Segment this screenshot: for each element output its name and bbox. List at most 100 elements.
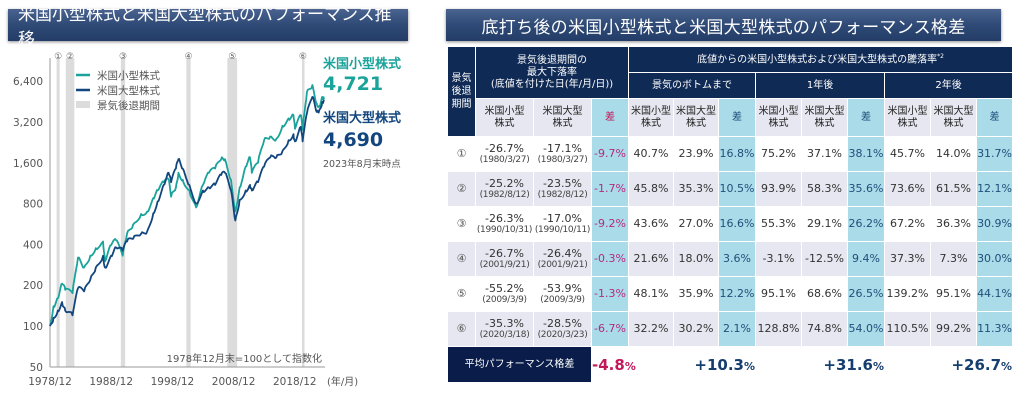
legend-swatch-recession — [76, 101, 90, 108]
subheader-small-line1: 米国小型 — [631, 105, 672, 117]
recession-band — [186, 58, 191, 367]
drawdown-diff: -1.3% — [590, 276, 630, 312]
subheader-large-line1: 米国大型 — [804, 105, 845, 117]
subheader-large-line2: 株式 — [686, 117, 707, 129]
average-bottom-diff-unit: % — [743, 359, 756, 373]
y1-diff: 35.6% — [847, 171, 886, 207]
header-drawdown-line1: 景気後退期間の — [517, 54, 587, 66]
y-tick-label: 50 — [30, 362, 43, 374]
bottom-large-cap: 18.0% — [673, 241, 720, 277]
y2-diff: 12.1% — [976, 171, 1014, 207]
y2-large-cap: 99.2% — [930, 311, 978, 347]
table-row: ③ -26.3% (1990/10/31) -17.0% (1990/10/11) -9.… — [447, 206, 1014, 242]
x-tick-label: 2018/12 — [273, 376, 317, 388]
small-drawdown-pct: -26.7% — [485, 247, 524, 260]
y-tick-label: 800 — [23, 199, 43, 211]
y2-large-cap: 95.1% — [930, 276, 978, 312]
large-drawdown-cell: -17.1% (1980/3/27) — [533, 136, 592, 172]
y1-small-cap: -3.1% — [755, 241, 803, 277]
average-2y-diff: +26.7% — [884, 346, 1014, 383]
subheader-large-line1: 米国大型 — [676, 105, 717, 117]
bottom-diff: 3.6% — [718, 241, 757, 277]
recession-marker: ② — [66, 52, 74, 62]
legend-label-small-cap: 米国小型株式 — [97, 69, 160, 82]
small-drawdown-cell: -26.7% (2001/9/21) — [475, 241, 534, 277]
y2-large-cap: 14.0% — [930, 136, 978, 172]
bottom-large-cap: 35.9% — [673, 276, 720, 312]
y2-diff: 11.3% — [976, 311, 1014, 347]
table-panel-title: 底打ち後の米国小型株式と米国大型株式のパフォーマンス格差 — [446, 9, 1001, 41]
y2-small-cap: 139.2% — [884, 276, 932, 312]
legend-label-recession: 景気後退期間 — [97, 99, 160, 112]
large-bottom-date: (2009/3/9) — [540, 295, 585, 306]
legend-label-large-cap: 米国大型株式 — [97, 84, 160, 97]
subheader-bottom-small: 米国小型 株式 — [628, 98, 675, 137]
y2-small-cap: 45.7% — [884, 136, 932, 172]
subheader-bottom-large: 米国大型 株式 — [673, 98, 720, 137]
drawdown-diff: -9.7% — [590, 136, 630, 172]
large-cap-end-value: 4,690 — [323, 129, 383, 151]
y1-small-cap: 75.2% — [755, 136, 803, 172]
small-bottom-date: (1990/10/31) — [476, 225, 533, 236]
performance-gap-table: 景気後退期間 景気後退期間の 最大下落率 (底値を付けた日(年/月/日)) 底値… — [447, 46, 1014, 383]
large-drawdown-pct: -53.9% — [543, 282, 582, 295]
bottom-diff: 10.5% — [718, 171, 757, 207]
small-drawdown-cell: -26.7% (1980/3/27) — [475, 136, 534, 172]
period-number: ⑤ — [447, 276, 476, 312]
subheader-small-line2: 株式 — [897, 117, 918, 129]
header-rebound: 底値からの米国小型株式および米国大型株式の騰落率*2 — [628, 46, 1014, 73]
large-drawdown-cell: -53.9% (2009/3/9) — [533, 276, 592, 312]
recession-band — [65, 58, 75, 367]
average-1y-diff-value: +31.6 — [823, 355, 873, 374]
y1-large-cap: 37.1% — [801, 136, 849, 172]
x-tick-label: 1998/12 — [151, 376, 195, 388]
bottom-large-cap: 23.9% — [673, 136, 720, 172]
large-drawdown-cell: -26.4% (2001/9/21) — [533, 241, 592, 277]
chart-lines — [49, 84, 325, 327]
y2-small-cap: 73.6% — [884, 171, 932, 207]
average-1y-diff-unit: % — [872, 359, 885, 373]
small-drawdown-cell: -26.3% (1990/10/31) — [475, 206, 534, 242]
large-bottom-date: (2001/9/21) — [537, 260, 588, 271]
recession-band — [302, 58, 305, 367]
header-drawdown-line3: (底値を付けた日(年/月/日)) — [490, 78, 614, 90]
bottom-large-cap: 30.2% — [673, 311, 720, 347]
recession-marker: ⑤ — [228, 52, 236, 62]
large-drawdown-cell: -23.5% (1982/8/12) — [533, 171, 592, 207]
period-number: ⑥ — [447, 311, 476, 347]
header-group-bottom: 景気のボトムまで — [628, 72, 757, 99]
y2-large-cap: 7.3% — [930, 241, 978, 277]
y2-diff: 31.7% — [976, 136, 1014, 172]
drawdown-diff: -1.7% — [590, 171, 630, 207]
large-drawdown-cell: -17.0% (1990/10/11) — [533, 206, 592, 242]
header-drawdown-line2: 最大下落率 — [527, 66, 577, 78]
large-cap-end-label: 米国大型株式 — [323, 110, 401, 126]
subheader-large-line1: 米国大型 — [933, 105, 974, 117]
period-number: ① — [447, 136, 476, 172]
subheader-y2-large: 米国大型 株式 — [930, 98, 978, 137]
small-bottom-date: (2020/3/18) — [479, 330, 530, 341]
average-bottom-diff: +10.3% — [628, 346, 757, 383]
large-drawdown-pct: -28.5% — [543, 317, 582, 330]
small-bottom-date: (2009/3/9) — [482, 295, 527, 306]
subheader-drawdown-diff: 差 — [590, 98, 630, 137]
small-drawdown-pct: -26.7% — [485, 142, 524, 155]
bottom-diff: 16.6% — [718, 206, 757, 242]
chart-axes: 50 100 200 400 800 1,600 3,200 6,400 1978/12 1988… — [13, 58, 358, 388]
subheader-large-line2: 株式 — [943, 117, 964, 129]
subheader-y2-diff: 差 — [976, 98, 1014, 137]
drawdown-diff: -0.3% — [590, 241, 630, 277]
y2-small-cap: 67.2% — [884, 206, 932, 242]
large-drawdown-cell: -28.5% (2020/3/23) — [533, 311, 592, 347]
header-group-1y: 1年後 — [755, 72, 886, 99]
subheader-small-line2: 株式 — [768, 117, 789, 129]
table-row: ④ -26.7% (2001/9/21) -26.4% (2001/9/21) -0.3%… — [447, 241, 1014, 277]
subheader-small-line1: 米国小型 — [887, 105, 928, 117]
y1-diff: 54.0% — [847, 311, 886, 347]
y1-small-cap: 95.1% — [755, 276, 803, 312]
small-drawdown-pct: -35.3% — [485, 317, 524, 330]
small-cap-end-value: 4,721 — [323, 73, 383, 95]
large-drawdown-pct: -23.5% — [543, 177, 582, 190]
